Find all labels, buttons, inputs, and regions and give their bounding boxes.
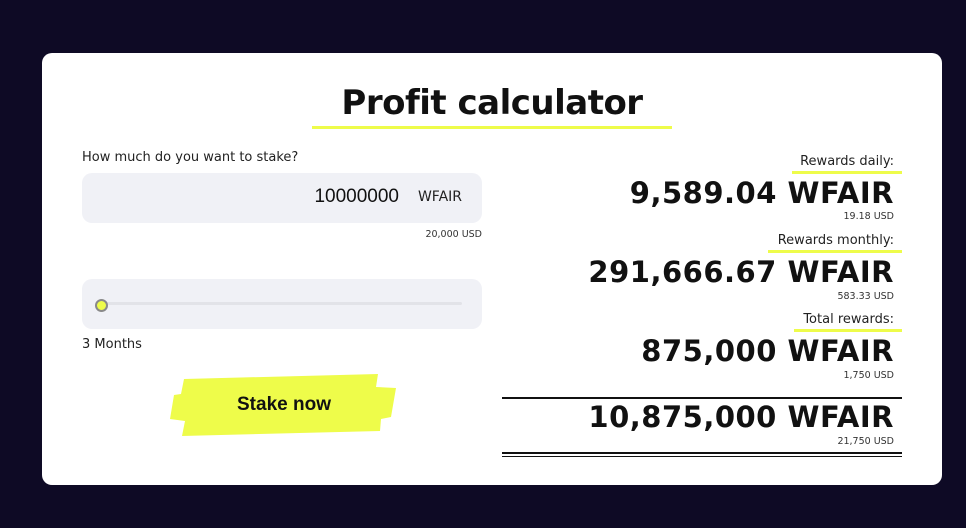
title-underline bbox=[312, 126, 672, 129]
rewards-monthly-underline bbox=[768, 250, 902, 253]
duration-label: 3 Months bbox=[82, 337, 142, 352]
rewards-monthly-label: Rewards monthly: bbox=[777, 233, 894, 248]
slider-track[interactable] bbox=[102, 302, 462, 305]
stake-now-button[interactable]: Stake now bbox=[170, 373, 398, 439]
rewards-daily-value: 9,589.04 WFAIR bbox=[629, 176, 894, 210]
rewards-daily-usd: 19.18 USD bbox=[843, 211, 894, 222]
stake-unit: WFAIR bbox=[417, 189, 462, 205]
rewards-daily-underline bbox=[792, 171, 902, 174]
total-rewards-value: 875,000 WFAIR bbox=[641, 334, 894, 368]
total-rewards-label: Total rewards: bbox=[803, 312, 894, 327]
grand-total-value: 10,875,000 WFAIR bbox=[588, 400, 894, 434]
total-divider bbox=[502, 397, 902, 399]
slider-thumb[interactable] bbox=[95, 299, 108, 312]
stake-usd-value: 20,000 USD bbox=[425, 229, 482, 240]
stake-question-label: How much do you want to stake? bbox=[82, 150, 299, 165]
double-underline-bottom bbox=[502, 455, 902, 457]
stake-amount-input[interactable]: 10000000 WFAIR bbox=[82, 173, 482, 223]
profit-calculator-card: Profit calculator How much do you want t… bbox=[42, 53, 942, 485]
total-rewards-underline bbox=[794, 329, 902, 332]
brush-highlight-icon bbox=[170, 374, 396, 436]
rewards-monthly-usd: 583.33 USD bbox=[837, 291, 894, 302]
rewards-monthly-value: 291,666.67 WFAIR bbox=[588, 255, 894, 289]
stake-amount-value[interactable]: 10000000 bbox=[314, 186, 399, 207]
total-rewards-usd: 1,750 USD bbox=[843, 370, 894, 381]
page-title: Profit calculator bbox=[341, 83, 643, 123]
double-underline-top bbox=[502, 452, 902, 454]
duration-slider[interactable] bbox=[82, 279, 482, 329]
rewards-daily-label: Rewards daily: bbox=[800, 154, 894, 169]
grand-total-usd: 21,750 USD bbox=[837, 436, 894, 447]
stake-now-label: Stake now bbox=[237, 394, 331, 415]
